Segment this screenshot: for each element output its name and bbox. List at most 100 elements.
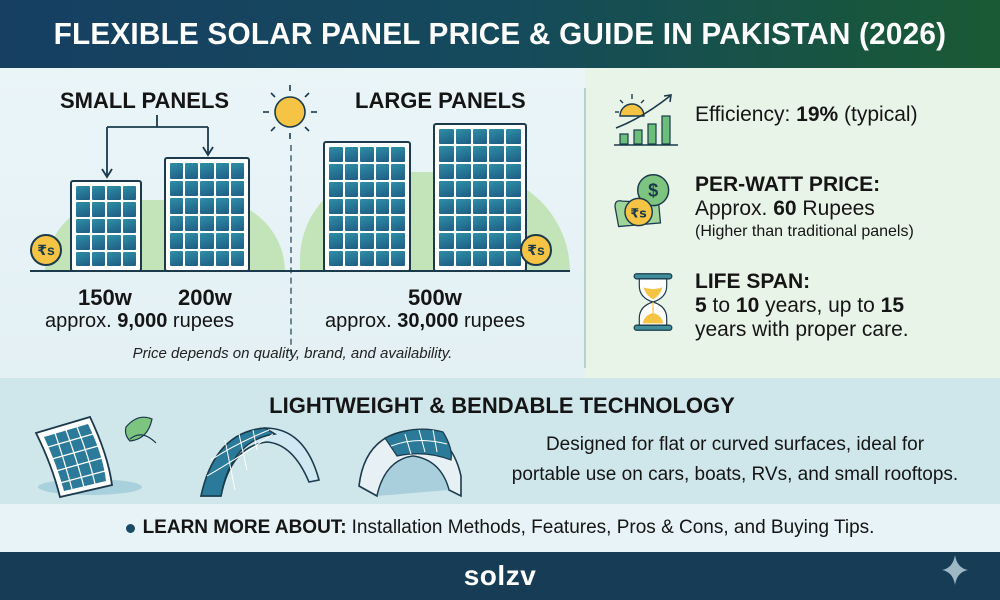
dashed-divider <box>290 145 292 355</box>
solar-cell <box>200 163 214 179</box>
large-panels-price: approx. 30,000 rupees <box>325 310 526 332</box>
solar-cell <box>329 181 343 197</box>
solar-cell <box>344 164 359 180</box>
solar-cell <box>170 215 184 231</box>
solar-cell <box>391 198 405 215</box>
page-title: FLEXIBLE SOLAR PANEL PRICE & GUIDE IN PA… <box>53 16 947 51</box>
solar-cell <box>391 250 405 266</box>
solar-cell <box>455 215 471 232</box>
rupee-coin-icon: ₹s <box>520 234 552 266</box>
solar-cell <box>344 216 359 232</box>
technology-description: Designed for flat or curved surfaces, id… <box>511 434 959 485</box>
rupee-coin-icon: ₹s <box>30 234 62 266</box>
solar-cell <box>200 198 214 214</box>
solar-cell <box>122 186 136 201</box>
solar-cell <box>360 147 374 163</box>
solar-cell <box>230 163 244 179</box>
solar-cell <box>472 181 488 197</box>
lifespan-title: LIFE SPAN: <box>695 270 811 293</box>
solar-cell <box>215 180 229 196</box>
solar-cell <box>107 218 121 234</box>
solar-cell <box>76 235 90 250</box>
hourglass-icon <box>633 273 673 331</box>
footer: solzv <box>0 552 1000 600</box>
solar-cell <box>489 233 505 249</box>
solar-cell <box>489 146 505 162</box>
bracket-arrow-icon <box>101 115 214 179</box>
solar-cell <box>344 250 359 266</box>
solar-cell <box>329 216 343 232</box>
solar-cell <box>455 163 471 180</box>
solar-cell <box>76 202 90 217</box>
solar-cell <box>472 233 488 249</box>
solar-cell <box>375 233 390 249</box>
svg-text:$: $ <box>648 181 658 201</box>
solar-cell <box>122 218 136 234</box>
solar-cell <box>215 215 229 231</box>
learn-more-bar: LEARN MORE ABOUT: Installation Methods, … <box>0 504 1000 552</box>
solar-cell <box>91 186 105 201</box>
solar-cell <box>200 233 214 249</box>
solar-cell <box>170 180 184 196</box>
efficiency-feature: Efficiency: 19% (typical) <box>695 103 918 126</box>
technology-section <box>0 378 1000 504</box>
small-panels-price: approx. 9,000 rupees <box>45 310 235 332</box>
flat-flexible-panel-icon <box>34 415 157 499</box>
solar-cell <box>344 147 359 163</box>
solar-cell <box>391 164 405 180</box>
solar-cell <box>489 198 505 214</box>
solar-cell <box>439 146 454 162</box>
solar-cell <box>329 164 343 180</box>
solar-panel-500w-a <box>323 141 411 272</box>
small-panels-title: SMALL PANELS <box>60 88 230 113</box>
solar-cell <box>200 215 214 231</box>
bent-panel-icon <box>200 427 320 497</box>
coins-hand-icon: $ ₹s <box>614 174 670 228</box>
solar-panel-200w <box>164 157 250 272</box>
curved-roof-panel-icon <box>358 428 462 498</box>
solar-cell <box>230 198 244 214</box>
solar-cell <box>76 186 90 201</box>
solar-cell <box>391 216 405 232</box>
solar-cell <box>230 180 244 196</box>
per-watt-note: (Higher than traditional panels) <box>695 223 914 240</box>
learn-more-text: Installation Methods, Features, Pros & C… <box>351 517 875 538</box>
solar-cell <box>506 198 521 214</box>
solar-cell <box>391 181 405 197</box>
solar-cell <box>170 250 184 266</box>
solar-cell <box>360 216 374 232</box>
solar-cell <box>230 233 244 249</box>
solar-cell <box>455 129 471 145</box>
solar-cell <box>375 198 390 215</box>
solar-cell <box>91 235 105 250</box>
solar-cell <box>375 147 390 163</box>
solar-cell <box>185 250 199 266</box>
solar-cell <box>455 250 471 266</box>
solar-cell <box>360 250 374 266</box>
solar-cell <box>230 215 244 231</box>
solar-cell <box>489 215 505 232</box>
solar-cell <box>91 251 105 266</box>
solar-cell <box>375 164 390 180</box>
solar-cell <box>506 233 521 249</box>
sun-icon <box>263 85 317 139</box>
solar-cell <box>91 218 105 234</box>
watt-label-500: 500w <box>408 285 462 310</box>
svg-text:₹s: ₹s <box>630 205 646 220</box>
watt-label-200: 200w <box>178 285 232 310</box>
solar-cell <box>76 218 90 234</box>
solar-cell <box>329 198 343 215</box>
solar-cell <box>472 215 488 232</box>
solar-cell <box>506 146 521 162</box>
solar-cell <box>489 129 505 145</box>
solar-panel-150w <box>70 180 142 272</box>
solar-cell <box>360 233 374 249</box>
solar-cell <box>122 235 136 250</box>
solar-cell <box>506 181 521 197</box>
solar-cell <box>344 198 359 215</box>
solar-cell <box>344 233 359 249</box>
solar-cell <box>375 216 390 232</box>
solar-cell <box>391 147 405 163</box>
solar-cell <box>215 163 229 179</box>
solar-cell <box>107 251 121 266</box>
